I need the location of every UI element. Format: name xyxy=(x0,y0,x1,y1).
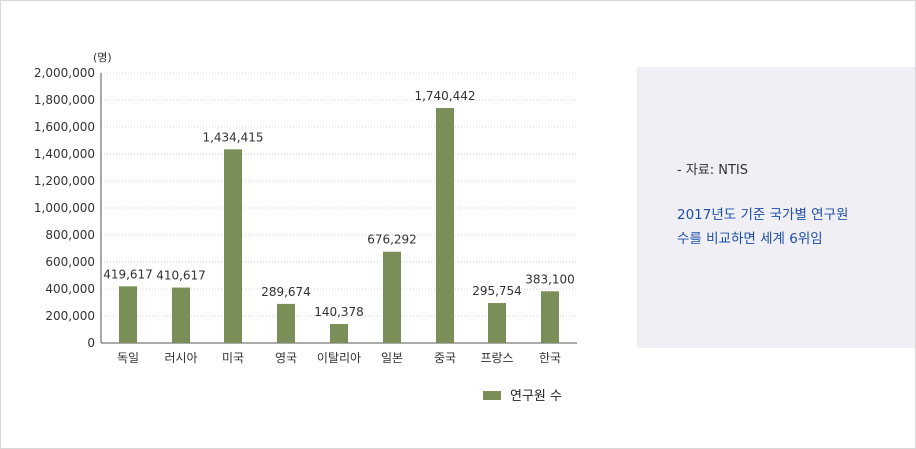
x-tick-label: 이탈리아 xyxy=(317,351,361,365)
data-label: 419,617 xyxy=(103,267,153,281)
legend-swatch xyxy=(483,391,501,400)
data-label: 289,674 xyxy=(261,285,311,299)
data-label: 410,617 xyxy=(156,269,206,283)
data-label: 676,292 xyxy=(367,233,417,247)
y-unit-label: (명) xyxy=(93,51,112,64)
x-tick-label: 러시아 xyxy=(164,351,197,365)
legend-label: 연구원 수 xyxy=(510,389,562,404)
bars xyxy=(119,108,559,343)
data-label: 140,378 xyxy=(314,305,364,319)
legend: 연구원 수 xyxy=(483,389,562,404)
y-tick-label: 2,000,000 xyxy=(34,66,95,80)
bar-chart: 0 200,000 400,000 600,000 800,000 1,000,000 1,… xyxy=(34,51,577,404)
x-tick-label: 한국 xyxy=(539,351,561,365)
bar xyxy=(488,303,506,343)
note-line-1: 2017년도 기준 국가별 연구원 xyxy=(677,207,849,223)
source-text: - 자료: NTIS xyxy=(677,163,749,178)
bar xyxy=(119,286,137,343)
x-tick-label: 일본 xyxy=(381,351,403,365)
bar xyxy=(330,324,348,343)
data-label: 1,740,442 xyxy=(414,89,475,103)
bar xyxy=(277,303,295,343)
y-tick-label: 1,800,000 xyxy=(34,93,95,107)
y-tick-label: 1,600,000 xyxy=(34,120,95,134)
side-note-panel: - 자료: NTIS 2017년도 기준 국가별 연구원 수를 비교하면 세계 … xyxy=(637,67,915,348)
bar xyxy=(224,149,242,343)
gridlines xyxy=(101,72,577,317)
x-tick-label: 영국 xyxy=(275,351,297,365)
note-line-2: 수를 비교하면 세계 6위임 xyxy=(677,231,823,247)
note-text: 2017년도 기준 국가별 연구원 수를 비교하면 세계 6위임 xyxy=(677,203,907,251)
y-tick-label: 200,000 xyxy=(45,309,95,323)
y-tick-label: 600,000 xyxy=(45,255,95,269)
y-tick-label: 1,200,000 xyxy=(34,174,95,188)
y-tick-label: 800,000 xyxy=(45,228,95,242)
x-tick-label: 중국 xyxy=(434,351,456,365)
x-tick-label: 프랑스 xyxy=(480,351,513,365)
bar xyxy=(172,287,190,343)
x-tick-label: 미국 xyxy=(222,351,244,365)
data-label: 383,100 xyxy=(525,272,575,286)
data-label: 295,754 xyxy=(472,284,522,298)
bar xyxy=(436,108,454,343)
bar xyxy=(541,291,559,343)
y-tick-label: 1,000,000 xyxy=(34,201,95,215)
bar xyxy=(383,251,401,343)
y-tick-label: 0 xyxy=(87,336,95,350)
data-label: 1,434,415 xyxy=(202,130,263,144)
y-tick-label: 400,000 xyxy=(45,282,95,296)
x-tick-label: 독일 xyxy=(117,351,139,365)
x-axis: 독일 러시아 미국 영국 이탈리아 일본 중국 프랑스 한국 xyxy=(117,351,561,365)
y-tick-label: 1,400,000 xyxy=(34,147,95,161)
